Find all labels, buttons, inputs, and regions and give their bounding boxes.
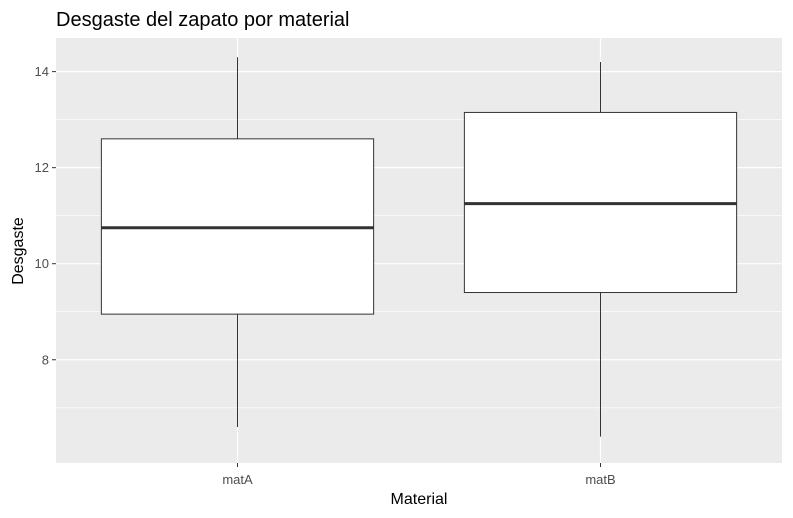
- x-tick-label: matB: [585, 472, 615, 487]
- box-matB: [463, 62, 738, 437]
- y-tick-label: 10: [35, 256, 49, 271]
- y-tick-label: 14: [35, 64, 49, 79]
- box-matA: [100, 57, 375, 427]
- y-tick-label: 8: [42, 352, 49, 367]
- x-axis-title: Material: [391, 491, 448, 508]
- y-tick-label: 12: [35, 160, 49, 175]
- x-tick-label: matA: [222, 472, 253, 487]
- y-axis: 8 10 12 14: [35, 64, 56, 367]
- boxes: [100, 57, 738, 437]
- y-axis-title: Desgaste: [10, 217, 27, 285]
- chart-title: Desgaste del zapato por material: [56, 9, 350, 31]
- x-axis: matA matB: [222, 463, 616, 487]
